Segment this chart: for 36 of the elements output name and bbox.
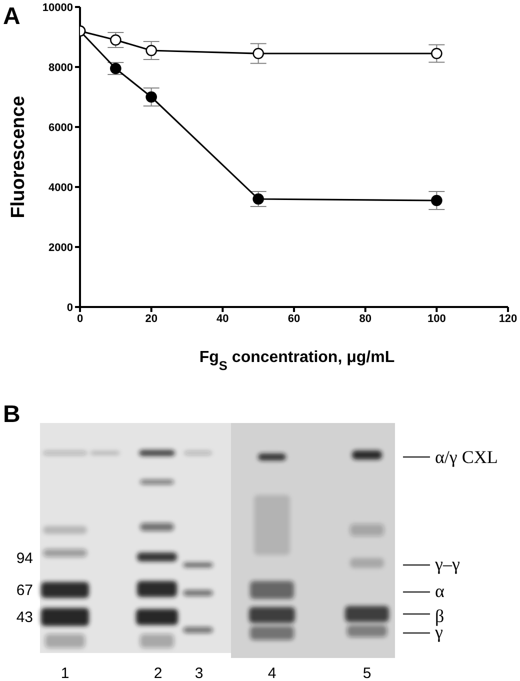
text: 4	[268, 665, 276, 681]
y-tick-label: 10000	[42, 2, 73, 14]
text: 94	[16, 550, 33, 567]
x-tick-label: 0	[76, 312, 84, 325]
text: A	[3, 3, 20, 30]
text: 2	[154, 665, 162, 681]
text: 5	[362, 665, 372, 681]
y-tick-label: 2000	[48, 242, 73, 254]
x-tick-label: 60	[288, 312, 300, 325]
y-tick-label: 4000	[48, 182, 73, 194]
point	[110, 62, 122, 74]
point	[146, 44, 157, 56]
point	[431, 48, 442, 60]
text: 1	[60, 665, 70, 681]
x-tick-label: 120	[498, 312, 518, 325]
text: 43	[16, 609, 33, 626]
y-axis-title: Fluorescence	[8, 96, 29, 218]
point	[252, 48, 264, 60]
y-tick-label: 8000	[48, 62, 73, 74]
x-tick-label: 20	[145, 312, 158, 325]
text: 67	[16, 582, 33, 599]
x-tick-label: 80	[359, 312, 372, 325]
x-tick-label: 100	[427, 312, 446, 325]
y-tick-label: 6000	[48, 122, 73, 134]
point	[146, 91, 157, 103]
text: α/γ CXL	[435, 447, 498, 467]
x-axis-title: Fg$_{S}$ concentration, μg/mL	[199, 349, 395, 372]
point	[431, 194, 442, 206]
text: B	[3, 401, 20, 428]
x-tick-label: 40	[216, 312, 229, 325]
text: γ–γ	[434, 554, 460, 574]
text: α	[435, 581, 445, 601]
text: 3	[194, 665, 204, 681]
y-tick-label: 0	[66, 302, 73, 314]
point	[252, 193, 264, 205]
point	[110, 34, 122, 46]
